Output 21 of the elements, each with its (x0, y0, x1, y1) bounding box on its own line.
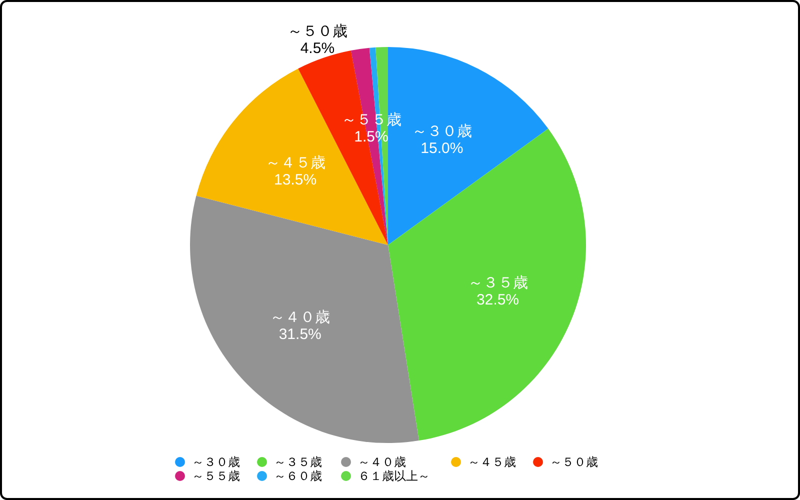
legend-label: ６１歳以上～ (358, 469, 430, 483)
pie-slice (190, 196, 419, 443)
legend-label: ～５５歳 (192, 469, 240, 483)
slice-label: ～４０歳 (270, 308, 330, 326)
slice-label: ～３０歳 (412, 123, 472, 140)
slice-label: ～５０歳 (287, 22, 348, 40)
legend-label: ～４０歳 (358, 455, 406, 469)
data-label: 15.0% (420, 140, 464, 158)
data-label: 13.5% (274, 172, 317, 189)
pie-slice (196, 68, 388, 245)
legend-label: ～３５歳 (274, 455, 322, 469)
legend-label: ～４５歳 (468, 455, 516, 469)
data-label: 31.5% (278, 326, 322, 343)
data-label: 4.5% (300, 40, 335, 57)
legend-label: ～６０歳 (274, 469, 322, 483)
legend-label: ～５０歳 (550, 455, 598, 469)
legend-label: ～３０歳 (192, 455, 240, 469)
pie-slice (388, 47, 548, 245)
slice-label: ～４５歳 (265, 154, 326, 172)
data-label: 32.5% (476, 291, 520, 308)
slice-label: ～３５歳 (468, 274, 528, 292)
